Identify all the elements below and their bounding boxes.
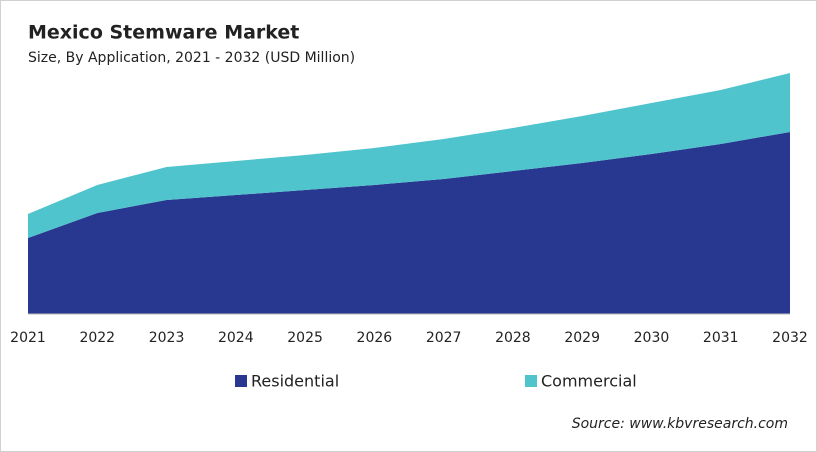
x-tick-label: 2025 [287,330,323,346]
x-tick-label: 2027 [426,330,462,346]
x-tick-label: 2031 [703,330,739,346]
x-tick-label: 2030 [634,330,670,346]
x-tick-label: 2028 [495,330,531,346]
x-tick-label: 2023 [149,330,185,346]
x-tick-label: 2026 [357,330,393,346]
legend-label: Commercial [541,372,637,391]
x-tick-label: 2032 [772,330,808,346]
area [28,132,790,314]
area [28,73,790,238]
x-tick-label: 2021 [10,330,46,346]
chart-title: Mexico Stemware Market [28,22,299,44]
legend-swatch [235,375,247,387]
legend-swatch [525,375,537,387]
legend-label: Residential [251,372,339,391]
x-tick-label: 2029 [564,330,600,346]
x-tick-label: 2024 [218,330,254,346]
x-tick-label: 2022 [79,330,115,346]
chart-subtitle: Size, By Application, 2021 - 2032 (USD M… [28,50,355,66]
source: Source: www.kbvresearch.com [572,416,788,432]
